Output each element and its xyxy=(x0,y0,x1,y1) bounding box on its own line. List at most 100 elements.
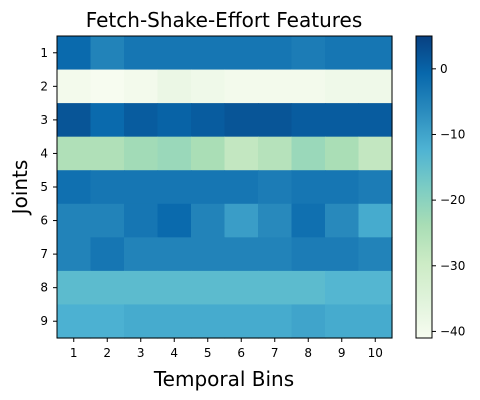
heatmap-cell xyxy=(224,270,259,306)
heatmap-cell xyxy=(325,170,360,205)
heatmap-cell xyxy=(258,69,293,104)
heatmap-cell xyxy=(191,136,226,171)
heatmap-cell xyxy=(124,36,159,71)
x-tick-label: 1 xyxy=(70,346,78,360)
heatmap-cell xyxy=(358,270,393,306)
heatmap-cell xyxy=(291,136,326,171)
heatmap-cell xyxy=(57,69,92,104)
heatmap-cell xyxy=(124,69,159,104)
heatmap-cell xyxy=(90,304,125,339)
heatmap-cell xyxy=(291,203,326,238)
colorbar-tick-label: 0 xyxy=(440,62,448,76)
heatmap-cell xyxy=(224,103,259,138)
heatmap-cell xyxy=(224,170,259,205)
heatmap-cell xyxy=(258,270,293,306)
heatmap-cell xyxy=(224,237,259,272)
heatmap-cell xyxy=(258,103,293,138)
heatmap-cell xyxy=(157,304,192,339)
x-tick-label: 8 xyxy=(304,346,312,360)
heatmap-cell xyxy=(90,170,125,205)
heatmap-cell xyxy=(325,237,360,272)
heatmap-cell xyxy=(358,304,393,339)
heatmap-cell xyxy=(291,69,326,104)
x-tick-label: 2 xyxy=(103,346,111,360)
heatmap-cell xyxy=(157,69,192,104)
heatmap-cell xyxy=(124,203,159,238)
chart-title: Fetch-Shake-Effort Features xyxy=(86,8,363,32)
heatmap-cell xyxy=(291,270,326,306)
y-tick-label: 9 xyxy=(40,314,48,328)
heatmap-cell xyxy=(191,304,226,339)
heatmap-cell xyxy=(325,270,360,306)
heatmap-cell xyxy=(258,203,293,238)
heatmap-cell xyxy=(157,36,192,71)
heatmap-cell xyxy=(291,170,326,205)
heatmap-cell xyxy=(157,103,192,138)
heatmap-cell xyxy=(358,237,393,272)
heatmap-cell xyxy=(358,36,393,71)
heatmap-cell xyxy=(258,136,293,171)
x-tick-label: 9 xyxy=(338,346,346,360)
heatmap-cell xyxy=(224,136,259,171)
heatmap-cell xyxy=(57,170,92,205)
heatmap-cell xyxy=(325,103,360,138)
heatmap-cell xyxy=(224,203,259,238)
heatmap-cell xyxy=(57,136,92,171)
heatmap-cell xyxy=(124,136,159,171)
heatmap-cell xyxy=(258,170,293,205)
heatmap-cell xyxy=(57,203,92,238)
heatmap-cell xyxy=(157,170,192,205)
heatmap-cell xyxy=(157,270,192,306)
x-tick-label: 3 xyxy=(137,346,145,360)
heatmap-cell xyxy=(224,304,259,339)
y-tick-label: 2 xyxy=(40,79,48,93)
heatmap-cell xyxy=(191,170,226,205)
heatmap-cell xyxy=(57,304,92,339)
heatmap-cell xyxy=(90,103,125,138)
heatmap-cell xyxy=(358,103,393,138)
heatmap-cell xyxy=(358,69,393,104)
y-tick-label: 7 xyxy=(40,247,48,261)
heatmap-cell xyxy=(191,36,226,71)
colorbar-tick-label: −30 xyxy=(440,259,465,273)
heatmap-cell xyxy=(90,270,125,306)
colorbar-ticks: 0 −10 −20 −30 −40 xyxy=(432,62,465,338)
heatmap-cell xyxy=(358,203,393,238)
heatmap-cell xyxy=(325,136,360,171)
y-axis-label: Joints xyxy=(8,160,32,217)
heatmap-cell xyxy=(124,170,159,205)
heatmap-cell xyxy=(358,136,393,171)
x-axis-label: Temporal Bins xyxy=(153,367,294,391)
heatmap-cell xyxy=(325,304,360,339)
x-tick-label: 4 xyxy=(170,346,178,360)
heatmap-cell xyxy=(124,304,159,339)
heatmap-cell xyxy=(57,237,92,272)
x-tick-label: 5 xyxy=(204,346,212,360)
heatmap-cell xyxy=(191,203,226,238)
heatmap-cell xyxy=(191,69,226,104)
y-tick-label: 5 xyxy=(40,180,48,194)
heatmap-cell xyxy=(90,69,125,104)
heatmap-cell xyxy=(258,36,293,71)
heatmap-cell xyxy=(291,237,326,272)
heatmap-cell xyxy=(57,103,92,138)
heatmap-cell xyxy=(325,203,360,238)
heatmap-cell xyxy=(325,69,360,104)
heatmap-cell xyxy=(90,203,125,238)
colorbar-tick-label: −40 xyxy=(440,324,465,338)
heatmap-cell xyxy=(157,203,192,238)
heatmap-cell xyxy=(57,270,92,306)
heatmap-cell xyxy=(291,36,326,71)
x-tick-label: 10 xyxy=(368,346,383,360)
y-tick-label: 1 xyxy=(40,46,48,60)
colorbar xyxy=(415,35,433,339)
x-tick-label: 7 xyxy=(271,346,279,360)
heatmap-cell xyxy=(224,69,259,104)
heatmap-cell xyxy=(325,36,360,71)
heatmap-cell xyxy=(124,237,159,272)
heatmap-cell xyxy=(224,36,259,71)
heatmap-cell xyxy=(90,36,125,71)
heatmap-cell xyxy=(258,304,293,339)
heatmap-cell xyxy=(291,304,326,339)
